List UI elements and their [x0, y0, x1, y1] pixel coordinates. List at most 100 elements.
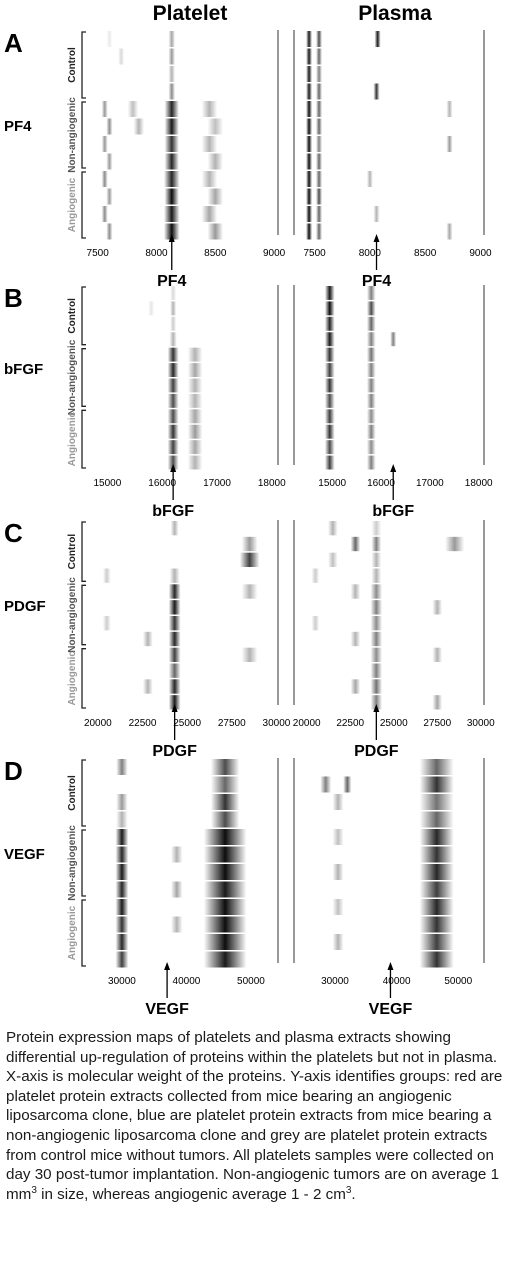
expression-band	[118, 48, 125, 65]
expression-band	[207, 223, 224, 240]
group-label: Control	[67, 775, 78, 811]
expression-band	[168, 66, 175, 82]
expression-band	[324, 332, 335, 347]
expression-band	[311, 568, 320, 583]
expression-band	[320, 776, 332, 793]
group-bracket	[81, 348, 86, 407]
expression-band	[115, 846, 129, 863]
expression-band	[201, 171, 218, 187]
expression-band	[306, 171, 313, 187]
expression-band	[324, 378, 335, 393]
expression-band	[101, 206, 108, 222]
expression-band	[203, 846, 247, 863]
expression-band	[241, 536, 258, 552]
panel-protein-label: PF4	[4, 118, 32, 135]
expression-band	[187, 455, 203, 470]
group-bracket	[81, 409, 86, 469]
group-bracket	[81, 759, 86, 827]
expression-band	[315, 171, 323, 187]
expression-band	[373, 83, 380, 100]
expression-band	[370, 695, 383, 710]
axis-tick-label: 7500	[87, 248, 110, 259]
expression-band	[332, 864, 344, 880]
axis-tick-label: 22500	[336, 718, 364, 729]
expression-band	[324, 301, 335, 316]
axis-tick-label: 17000	[203, 478, 231, 489]
expression-band	[171, 881, 183, 898]
expression-band	[366, 363, 376, 377]
expression-band	[207, 153, 224, 170]
expression-band	[419, 846, 454, 863]
marker-arrowhead	[390, 464, 397, 472]
expression-band	[169, 332, 177, 347]
expression-band	[167, 455, 179, 470]
axis-tick-label: 30000	[263, 718, 291, 729]
expression-band	[115, 934, 129, 950]
axis-tick-label: 8500	[414, 248, 437, 259]
expression-band	[374, 31, 381, 47]
panel-letter-d: D	[4, 756, 23, 786]
expression-band	[366, 286, 376, 300]
axis-tick-label: 17000	[416, 478, 444, 489]
expression-band	[366, 171, 373, 187]
expression-band	[203, 881, 247, 898]
axis-tick-label: 16000	[148, 478, 176, 489]
expression-band	[210, 776, 240, 793]
expression-band	[167, 347, 179, 362]
marker-arrowhead	[171, 704, 178, 712]
marker-label: PF4	[362, 273, 391, 290]
expression-band	[210, 794, 240, 810]
axis-tick-label: 25000	[380, 718, 408, 729]
expression-band	[445, 536, 465, 552]
expression-band	[350, 631, 361, 647]
marker-label: VEGF	[145, 1001, 189, 1018]
expression-band	[306, 101, 313, 117]
expression-band	[116, 759, 128, 775]
expression-band	[315, 206, 323, 222]
expression-band	[168, 584, 181, 599]
expression-band	[306, 48, 313, 65]
figure-caption: Protein expression maps of platelets and…	[6, 1028, 514, 1204]
expression-band	[164, 206, 180, 222]
expression-band	[164, 101, 179, 117]
expression-band	[148, 301, 155, 316]
expression-band	[373, 206, 380, 222]
expression-band	[207, 118, 224, 135]
axis-tick-label: 20000	[84, 718, 112, 729]
expression-band	[370, 584, 383, 599]
expression-band	[366, 424, 376, 439]
expression-band	[170, 286, 177, 300]
expression-band	[324, 286, 335, 300]
expression-band	[106, 223, 113, 240]
axis-tick-label: 8500	[204, 248, 227, 259]
marker-label: PDGF	[152, 743, 197, 760]
expression-band	[116, 811, 128, 828]
expression-band	[371, 568, 382, 583]
expression-band	[203, 864, 247, 880]
group-bracket	[81, 101, 86, 169]
marker-label: PDGF	[354, 743, 399, 760]
panel-protein-label: bFGF	[4, 361, 43, 378]
expression-band	[115, 864, 129, 880]
expression-band	[315, 188, 323, 205]
expression-band	[127, 101, 139, 117]
group-label: Non-angiogenic	[67, 577, 78, 653]
expression-band	[168, 600, 181, 615]
marker-arrowhead	[168, 234, 175, 242]
axis-tick-label: 18000	[465, 478, 493, 489]
axis-tick-label: 25000	[173, 718, 201, 729]
expression-band	[116, 794, 128, 810]
expression-band	[419, 759, 454, 775]
expression-band	[446, 101, 453, 117]
expression-band	[203, 951, 247, 968]
expression-band	[315, 136, 323, 152]
expression-band	[201, 101, 218, 117]
expression-band	[324, 440, 335, 455]
expression-band	[170, 316, 177, 331]
expression-band	[167, 393, 179, 408]
axis-tick-label: 20000	[293, 718, 321, 729]
expression-band	[419, 881, 454, 898]
expression-band	[350, 679, 361, 694]
expression-band	[241, 584, 258, 599]
expression-band	[446, 136, 453, 152]
